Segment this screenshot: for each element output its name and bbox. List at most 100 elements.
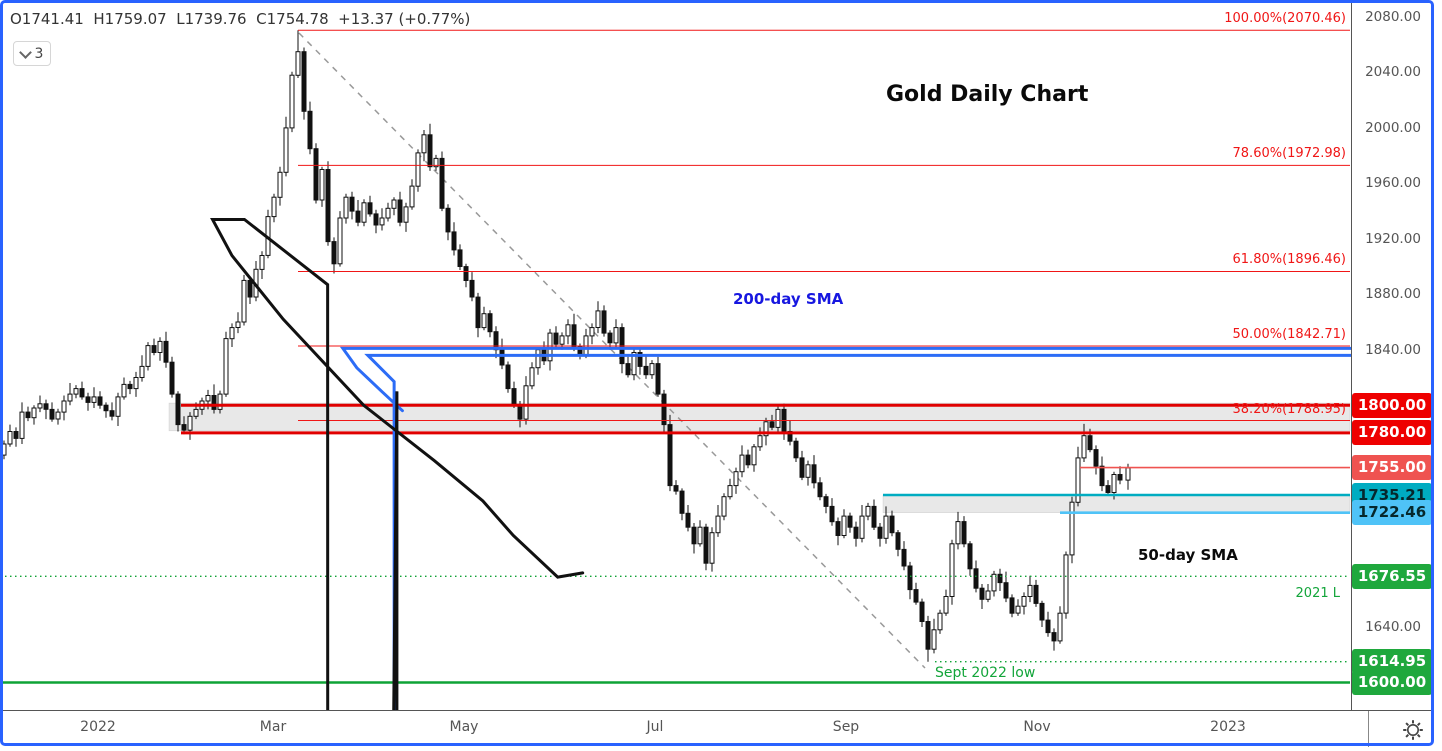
candle xyxy=(301,51,307,112)
candle xyxy=(1015,605,1021,614)
candle xyxy=(481,313,487,329)
candle xyxy=(367,202,373,215)
candle xyxy=(469,279,475,298)
candle xyxy=(715,515,721,534)
candle xyxy=(499,349,505,366)
price-badge: 1600.00 xyxy=(1352,669,1432,695)
candle xyxy=(55,411,61,420)
candle xyxy=(625,363,631,376)
bar-interval-dropdown[interactable]: 3 xyxy=(13,41,51,66)
candle xyxy=(139,365,145,378)
candle xyxy=(73,388,79,395)
candle xyxy=(391,199,397,209)
candle xyxy=(163,340,169,363)
price-axis-tick: 1640.00 xyxy=(1365,619,1421,636)
candle xyxy=(835,521,841,536)
chart-canvas[interactable] xyxy=(0,0,1352,710)
fib-level-label: 50.00%(1842.71) xyxy=(1232,326,1346,342)
trendline-dashed[interactable] xyxy=(298,32,926,669)
candle xyxy=(661,393,667,426)
settings-button[interactable] xyxy=(1398,715,1428,745)
candle xyxy=(1009,597,1015,614)
candle xyxy=(523,385,529,420)
fib-level-label: 78.60%(1972.98) xyxy=(1232,146,1346,162)
candle xyxy=(187,415,193,431)
candle xyxy=(145,345,151,367)
candle xyxy=(511,388,517,406)
candle xyxy=(373,213,379,226)
fib-level-label: 61.80%(1896.46) xyxy=(1232,252,1346,268)
candle xyxy=(271,196,277,218)
candle xyxy=(985,590,991,600)
candle xyxy=(457,249,463,267)
candle xyxy=(799,457,805,478)
candle xyxy=(913,589,919,603)
candle xyxy=(991,573,997,592)
candle xyxy=(1021,596,1027,607)
candle xyxy=(217,393,223,410)
candle xyxy=(673,485,679,492)
time-axis-tick: 2022 xyxy=(80,719,116,735)
candle xyxy=(817,482,823,498)
candle xyxy=(7,431,13,445)
candle xyxy=(637,352,643,367)
candle xyxy=(349,196,355,212)
candle xyxy=(43,403,49,410)
candle xyxy=(931,629,937,650)
price-axis-tick: 2080.00 xyxy=(1365,9,1421,25)
candle xyxy=(487,313,493,333)
candle xyxy=(109,410,115,417)
time-axis-tick: May xyxy=(449,719,479,735)
candle xyxy=(319,169,325,201)
candle xyxy=(211,395,217,410)
candle xyxy=(901,548,907,567)
sma200-label: 200-day SMA xyxy=(733,290,844,308)
candle xyxy=(421,134,427,154)
candle xyxy=(907,565,913,591)
candle xyxy=(133,377,139,390)
candle xyxy=(1099,465,1105,487)
candle xyxy=(1075,457,1081,503)
candle xyxy=(283,127,289,173)
candle xyxy=(895,532,901,550)
candle xyxy=(949,543,955,597)
candle xyxy=(1111,474,1117,493)
candle xyxy=(193,408,199,417)
candle xyxy=(325,169,331,243)
candle xyxy=(97,396,103,406)
candle xyxy=(853,526,859,539)
candle xyxy=(1039,602,1045,621)
candle xyxy=(289,74,295,129)
candle xyxy=(973,568,979,589)
sma200-line[interactable] xyxy=(0,343,1352,710)
time-axis-tick: Nov xyxy=(1023,719,1051,735)
candle xyxy=(91,396,97,403)
candle xyxy=(361,202,367,223)
candle xyxy=(571,324,577,348)
price-badge: 1676.55 xyxy=(1352,563,1432,589)
candle xyxy=(829,505,835,523)
candle xyxy=(235,321,241,328)
candle xyxy=(1045,619,1051,634)
candle xyxy=(463,266,469,282)
candle xyxy=(847,515,853,528)
candle xyxy=(1,443,7,456)
candle xyxy=(343,196,349,219)
candle xyxy=(25,411,31,419)
candle xyxy=(757,435,763,448)
bar-interval-value: 3 xyxy=(34,45,44,62)
sma50-line[interactable] xyxy=(0,217,585,710)
page-title: Gold Daily Chart xyxy=(886,82,1089,107)
candle xyxy=(655,363,661,395)
gear-icon xyxy=(1403,720,1423,740)
candle xyxy=(433,157,439,168)
candle xyxy=(649,363,655,376)
candle xyxy=(439,157,445,209)
candle xyxy=(823,496,829,507)
candle xyxy=(1069,501,1075,556)
candle xyxy=(709,532,715,564)
candle xyxy=(355,210,361,223)
candle xyxy=(769,421,775,428)
time-axis[interactable]: 2022 Mar May Jul Sep Nov 2023 xyxy=(0,710,1434,747)
candle xyxy=(1027,584,1033,598)
